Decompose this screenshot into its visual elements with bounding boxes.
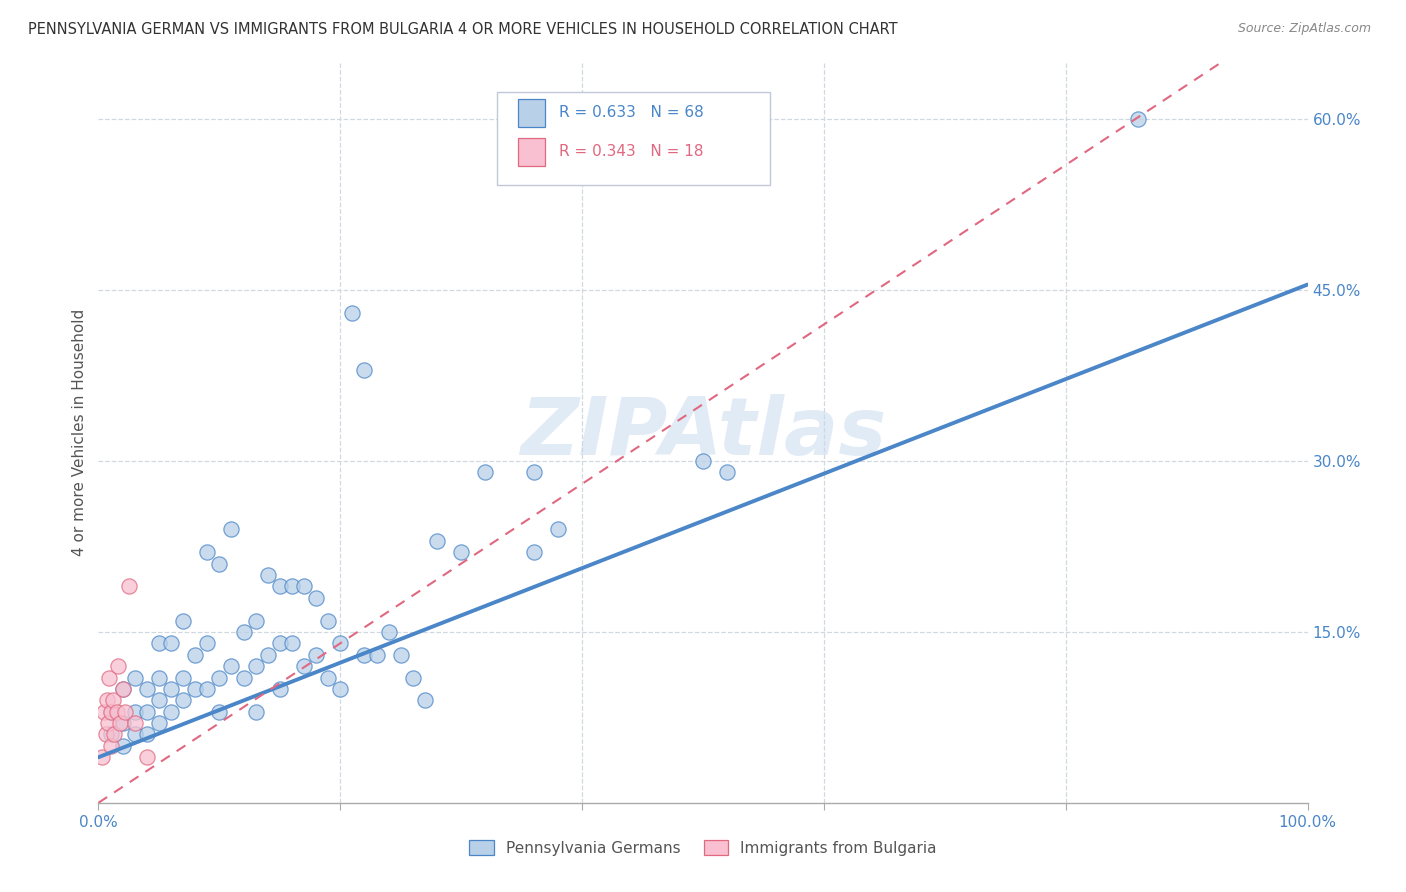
Point (160, 681, 183, 696)
Point (195, 545, 218, 559)
Point (114, 705, 136, 719)
Point (245, 614, 267, 628)
Point (105, 705, 128, 719)
Point (305, 648, 328, 662)
Point (256, 648, 278, 662)
Point (329, 681, 352, 696)
Point (93, 705, 115, 719)
Point (98, 671, 121, 685)
Point (172, 614, 194, 628)
Point (100, 705, 122, 719)
Bar (517, 138, 544, 166)
Y-axis label: 4 or more Vehicles in Household: 4 or more Vehicles in Household (72, 309, 87, 557)
Point (148, 671, 170, 685)
Point (118, 579, 141, 593)
Point (316, 671, 339, 685)
Point (305, 591, 328, 605)
Point (269, 636, 291, 650)
Point (111, 739, 134, 753)
Point (523, 545, 546, 559)
Point (91, 750, 114, 764)
Point (366, 648, 388, 662)
Point (124, 727, 146, 741)
Point (124, 716, 146, 731)
Point (221, 659, 243, 673)
Point (281, 636, 304, 650)
Point (547, 523, 569, 537)
Point (269, 579, 291, 593)
Point (256, 568, 278, 582)
Point (160, 636, 183, 650)
Point (389, 648, 412, 662)
Bar (517, 99, 544, 127)
Point (94, 727, 117, 741)
Point (245, 705, 267, 719)
Text: R = 0.343   N = 18: R = 0.343 N = 18 (560, 144, 703, 159)
Point (269, 681, 291, 696)
Point (316, 614, 339, 628)
Point (426, 533, 449, 548)
Point (135, 750, 157, 764)
Point (523, 466, 546, 480)
Point (172, 671, 194, 685)
Point (124, 671, 146, 685)
Point (195, 636, 218, 650)
Text: R = 0.633   N = 68: R = 0.633 N = 68 (560, 104, 704, 120)
Point (111, 681, 134, 696)
Point (208, 557, 231, 571)
Point (96, 693, 118, 707)
Point (245, 659, 267, 673)
Point (292, 579, 315, 593)
Point (342, 306, 364, 320)
Text: PENNSYLVANIA GERMAN VS IMMIGRANTS FROM BULGARIA 4 OR MORE VEHICLES IN HOUSEHOLD : PENNSYLVANIA GERMAN VS IMMIGRANTS FROM B… (28, 22, 898, 37)
Point (124, 705, 146, 719)
Point (281, 579, 304, 593)
Point (97, 716, 120, 731)
Point (184, 648, 207, 662)
Point (100, 727, 122, 741)
Point (135, 681, 157, 696)
Point (108, 716, 131, 731)
Point (100, 739, 122, 753)
Point (135, 705, 157, 719)
Point (111, 716, 134, 731)
Point (148, 693, 170, 707)
Point (221, 523, 243, 537)
Point (353, 648, 375, 662)
Point (292, 659, 315, 673)
Point (377, 624, 399, 639)
Point (1128, 112, 1150, 127)
Text: Source: ZipAtlas.com: Source: ZipAtlas.com (1237, 22, 1371, 36)
FancyBboxPatch shape (498, 92, 769, 185)
Point (208, 671, 231, 685)
Point (402, 671, 425, 685)
Point (101, 693, 124, 707)
Point (160, 705, 183, 719)
Point (184, 681, 207, 696)
Point (148, 636, 170, 650)
Point (692, 454, 714, 468)
Point (232, 624, 254, 639)
Point (474, 466, 496, 480)
Point (195, 681, 218, 696)
Point (353, 363, 375, 377)
Point (450, 545, 472, 559)
Point (716, 466, 738, 480)
Point (208, 705, 231, 719)
Point (100, 705, 122, 719)
Point (413, 693, 436, 707)
Point (103, 727, 125, 741)
Point (107, 659, 129, 673)
Text: ZIPAtlas: ZIPAtlas (520, 393, 886, 472)
Point (111, 681, 134, 696)
Point (135, 727, 157, 741)
Point (148, 716, 170, 731)
Point (232, 671, 254, 685)
Legend: Pennsylvania Germans, Immigrants from Bulgaria: Pennsylvania Germans, Immigrants from Bu… (463, 834, 943, 862)
Point (172, 693, 194, 707)
Point (329, 636, 352, 650)
